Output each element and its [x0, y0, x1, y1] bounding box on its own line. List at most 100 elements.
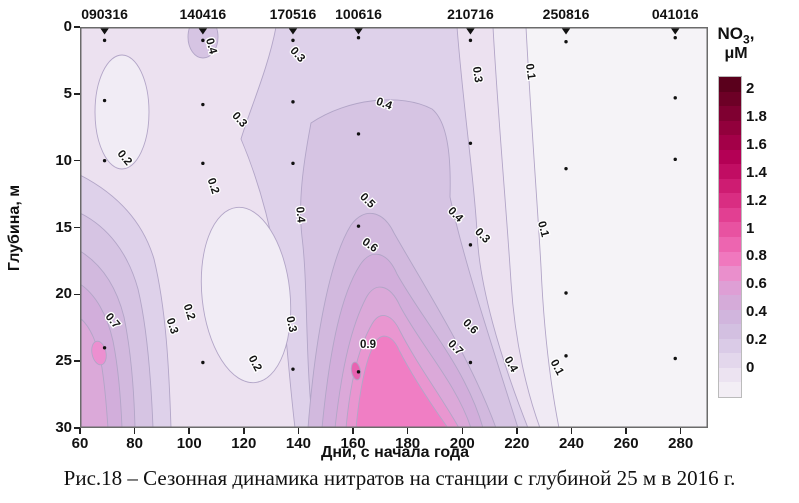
station-date-label: 100616	[335, 6, 382, 22]
low-ellipse-topleft	[94, 54, 150, 170]
x-tick-label: 180	[395, 435, 421, 452]
sample-dot	[291, 38, 295, 43]
x-tick-mark	[461, 428, 463, 434]
colorbar-segment	[719, 309, 741, 325]
colorbar-segment	[719, 149, 741, 165]
sample-dot	[468, 360, 473, 365]
x-tick-mark	[570, 428, 573, 434]
sample-dot	[673, 96, 677, 100]
sample-dots	[102, 35, 677, 374]
band-00-right	[525, 27, 708, 428]
colorbar-tick-label: 0.2	[746, 331, 767, 349]
colorbar-tick-label: 1.2	[746, 191, 767, 209]
sample-dot	[564, 40, 568, 44]
y-tick-label: 25	[55, 352, 72, 370]
colorbar-tick-label: 1.8	[746, 107, 767, 125]
contour-label: 0.4	[293, 206, 306, 224]
contour-label: 0.4	[203, 37, 219, 56]
colorbar-segment	[719, 178, 741, 194]
y-tick-mark	[74, 159, 80, 162]
colorbar-units: μM	[724, 45, 748, 62]
colorbar-tick-label: 1	[746, 219, 755, 237]
x-tick-mark	[79, 428, 81, 434]
sample-dot	[564, 166, 568, 171]
x-tick-mark	[516, 428, 518, 434]
sample-dot	[291, 100, 295, 104]
colorbar-title-comma: ,	[749, 24, 755, 43]
colorbar-segment	[719, 367, 741, 383]
sample-dot	[201, 38, 205, 43]
y-tick-label: 0	[63, 18, 72, 35]
station-date-label: 250816	[542, 6, 590, 22]
y-tick-mark	[74, 226, 80, 229]
x-tick-label: 240	[558, 435, 584, 452]
x-tick-mark	[679, 428, 682, 434]
contour-label: 0.3	[283, 315, 298, 333]
colorbar-segment	[719, 164, 741, 179]
y-tick-label: 30	[55, 419, 72, 436]
colorbar-segment	[719, 280, 741, 296]
figure-caption: Рис.18 – Сезонная динамика нитратов на с…	[63, 466, 736, 490]
x-tick-mark	[243, 428, 245, 434]
y-tick-mark	[74, 293, 80, 296]
sample-dot	[564, 291, 568, 295]
colorbar-segment	[719, 237, 741, 252]
x-tick-label: 260	[613, 435, 639, 452]
station-date-label: 170516	[269, 6, 317, 22]
sample-dot	[673, 157, 677, 162]
sample-dot	[468, 243, 473, 247]
x-tick-label: 140	[285, 435, 311, 452]
colorbar-segment	[719, 91, 741, 107]
colorbar-segment	[719, 266, 741, 281]
colorbar-segment	[719, 106, 741, 121]
sample-dot	[102, 38, 107, 43]
x-tick-mark	[352, 428, 354, 434]
sample-dot	[102, 98, 107, 103]
colorbar-segment	[719, 135, 741, 150]
colorbar-title-main: NO	[717, 24, 744, 43]
y-axis-title: Глубина, м	[6, 184, 23, 272]
contour-label: 0.2	[205, 177, 221, 196]
station-date-label: 041016	[651, 6, 699, 22]
sample-dot	[564, 354, 568, 358]
x-tick-mark	[625, 428, 627, 434]
x-tick-label: 160	[340, 435, 366, 452]
sample-dot	[291, 367, 295, 371]
sample-dot	[468, 141, 473, 145]
sample-dot	[102, 158, 107, 163]
colorbar-tick-label: 0	[746, 359, 755, 376]
station-markers	[100, 28, 680, 35]
x-tick-mark	[406, 428, 409, 434]
low-valley-center	[200, 206, 292, 384]
colorbar-segment	[719, 251, 741, 267]
colorbar	[718, 76, 742, 398]
station-triangle-marker	[354, 28, 364, 35]
colorbar-tick-label: 1.6	[746, 135, 767, 153]
colorbar-segment	[719, 338, 741, 354]
contour-label: 0.9	[360, 339, 376, 351]
band-08-blob-left	[91, 340, 107, 366]
band-04-pocket-top	[187, 27, 219, 59]
colorbar-segment	[719, 120, 741, 136]
colorbar-tick-label: 0.6	[746, 275, 767, 293]
x-tick-label: 80	[126, 435, 143, 452]
station-triangle-marker	[198, 28, 208, 35]
y-tick-mark	[74, 26, 80, 28]
sample-dot	[673, 356, 677, 361]
x-tick-label: 100	[176, 435, 202, 452]
x-tick-label: 220	[504, 435, 530, 452]
colorbar-segment	[719, 353, 741, 368]
sample-dot	[356, 224, 361, 228]
x-tick-label: 280	[668, 435, 694, 452]
sample-dot	[673, 35, 677, 40]
x-tick-label: 60	[71, 435, 89, 452]
sample-dot	[201, 161, 205, 166]
colorbar-tick-label: 2	[746, 80, 755, 97]
colorbar-segment	[719, 77, 741, 92]
station-triangle-marker	[561, 28, 571, 35]
plot-area: 0.2 0.2 0.3 0.4 0.3 0.4 0.4 0.3 0.1 0.5 0.6 0.4 0.3 0…	[80, 27, 708, 428]
station-date-label: 090316	[81, 6, 128, 22]
colorbar-segment	[719, 222, 741, 238]
y-tick-label: 5	[63, 84, 72, 102]
